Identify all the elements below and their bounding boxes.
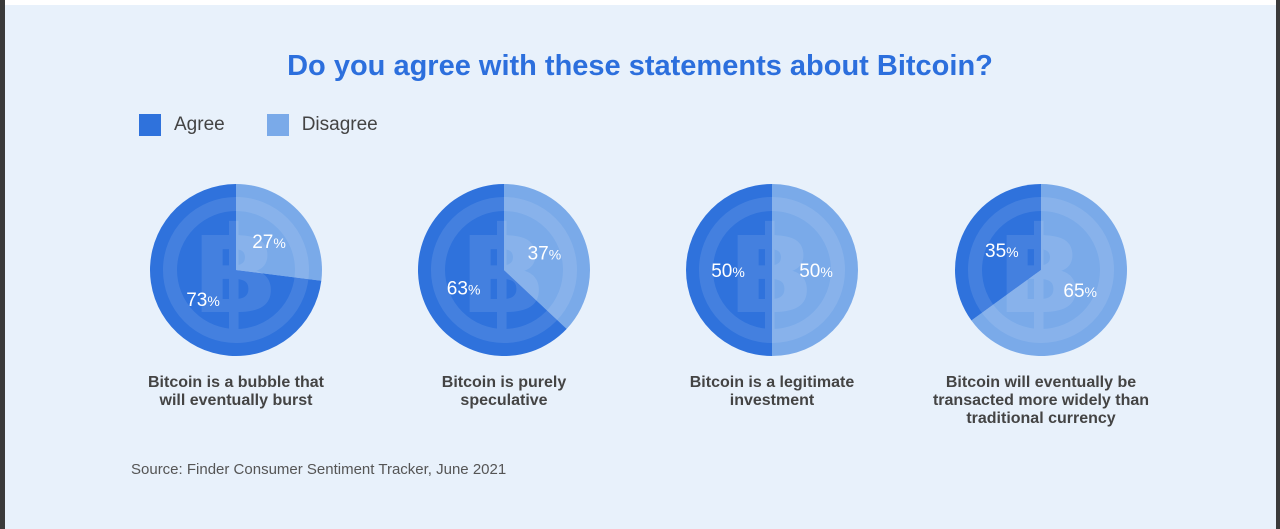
pie-slice-agree (149, 183, 322, 356)
pie-slice-agree (686, 184, 772, 356)
legend-label-disagree: Disagree (301, 114, 378, 135)
legend-label-agree: Agree (174, 114, 225, 135)
window-edge-right (1276, 0, 1280, 529)
pie-slice-disagree (772, 184, 858, 356)
svg-text:฿: ฿ (999, 202, 1083, 341)
pie-caption-1: Bitcoin is a bubble that will eventually… (147, 374, 324, 409)
legend: Agree Disagree (139, 114, 420, 136)
pie-chart-2: ฿63% 37% (417, 184, 590, 356)
pie-slice-disagree (236, 184, 322, 281)
legend-item-disagree: Disagree (266, 114, 378, 136)
pie-chart-3: ฿50% 50% (686, 184, 858, 356)
pie-label-agree: 35% (985, 241, 1019, 262)
bitcoin-watermark-icon: ฿ (968, 197, 1114, 343)
pie-chart-1: ฿73% 27% (149, 183, 322, 356)
pie-slice-agree (954, 184, 1041, 321)
legend-swatch-disagree (266, 114, 289, 136)
pie-label-disagree: 50% (799, 261, 833, 282)
svg-text:฿: ฿ (194, 202, 278, 341)
pie-label-disagree: 37% (528, 244, 562, 265)
svg-text:฿: ฿ (730, 202, 814, 341)
legend-item-agree: Agree (139, 114, 225, 136)
pie-label-agree: 63% (447, 279, 481, 300)
pie-slice-disagree (504, 184, 590, 329)
legend-swatch-agree (139, 114, 161, 136)
pie-label-disagree: 27% (252, 232, 286, 253)
pie-chart-4: ฿35% 65% (954, 184, 1127, 356)
bitcoin-watermark-icon: ฿ (163, 197, 309, 343)
pie-label-disagree: 65% (1063, 281, 1097, 302)
pie-label-agree: 73% (186, 290, 220, 311)
source-note: Source: Finder Consumer Sentiment Tracke… (131, 461, 507, 478)
pie-label-agree: 50% (711, 261, 745, 282)
pie-caption-4: Bitcoin will eventually be transacted mo… (932, 374, 1150, 427)
bitcoin-watermark-icon: ฿ (431, 197, 577, 343)
pie-caption-2: Bitcoin is purely speculative (441, 374, 567, 409)
pie-caption-3: Bitcoin is a legitimate investment (689, 374, 855, 409)
bitcoin-watermark-icon: ฿ (699, 197, 845, 343)
window-edge-left (0, 0, 5, 529)
chart-title: Do you agree with these statements about… (287, 50, 993, 82)
pie-slice-disagree (971, 184, 1127, 356)
svg-text:฿: ฿ (462, 202, 546, 341)
pie-slice-agree (417, 184, 567, 356)
